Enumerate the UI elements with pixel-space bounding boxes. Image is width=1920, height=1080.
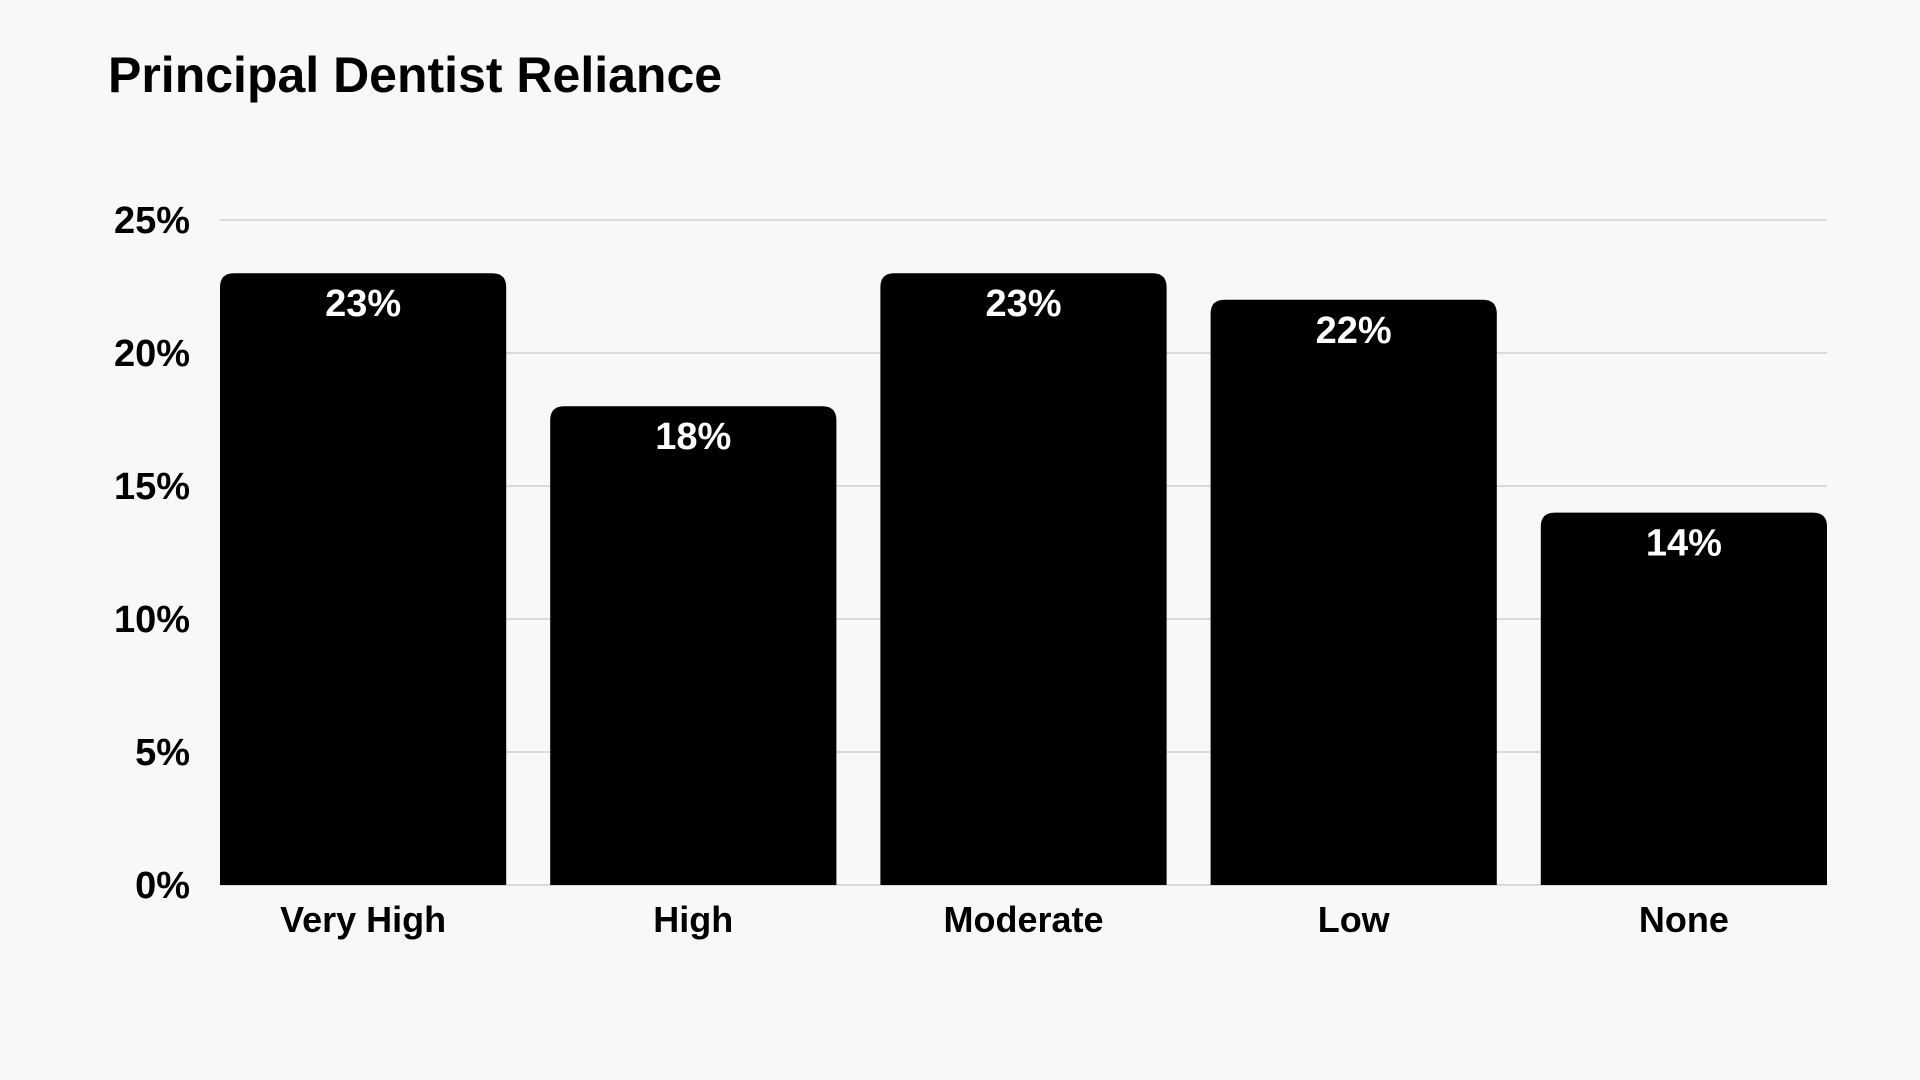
y-tick-label: 15% bbox=[114, 466, 190, 508]
value-label: 23% bbox=[985, 283, 1061, 325]
y-axis-ticks: 0% 5% 10% 15% 20% 25% bbox=[114, 200, 190, 907]
y-tick-label: 20% bbox=[114, 333, 190, 375]
value-labels: 23% 18% 23% 22% 14% bbox=[325, 283, 1722, 564]
x-category-label: High bbox=[653, 899, 733, 940]
y-tick-label: 5% bbox=[135, 732, 190, 774]
x-category-label: Moderate bbox=[943, 899, 1103, 940]
x-axis-categories: Very High High Moderate Low None bbox=[280, 899, 1729, 940]
value-label: 23% bbox=[325, 283, 401, 325]
bar-high bbox=[550, 406, 837, 885]
value-label: 22% bbox=[1316, 310, 1392, 352]
bar-low bbox=[1210, 299, 1497, 885]
value-label: 18% bbox=[655, 416, 731, 458]
x-category-label: None bbox=[1639, 899, 1729, 940]
x-category-label: Very High bbox=[280, 899, 446, 940]
y-tick-label: 0% bbox=[135, 865, 190, 907]
bar-very-high bbox=[220, 273, 507, 885]
bars bbox=[220, 273, 1827, 885]
y-tick-label: 25% bbox=[114, 200, 190, 242]
bar-none bbox=[1540, 512, 1827, 885]
x-category-label: Low bbox=[1318, 899, 1391, 940]
bar-moderate bbox=[880, 273, 1167, 885]
y-tick-label: 10% bbox=[114, 599, 190, 641]
value-label: 14% bbox=[1646, 523, 1722, 565]
chart-title: Principal Dentist Reliance bbox=[108, 47, 722, 103]
